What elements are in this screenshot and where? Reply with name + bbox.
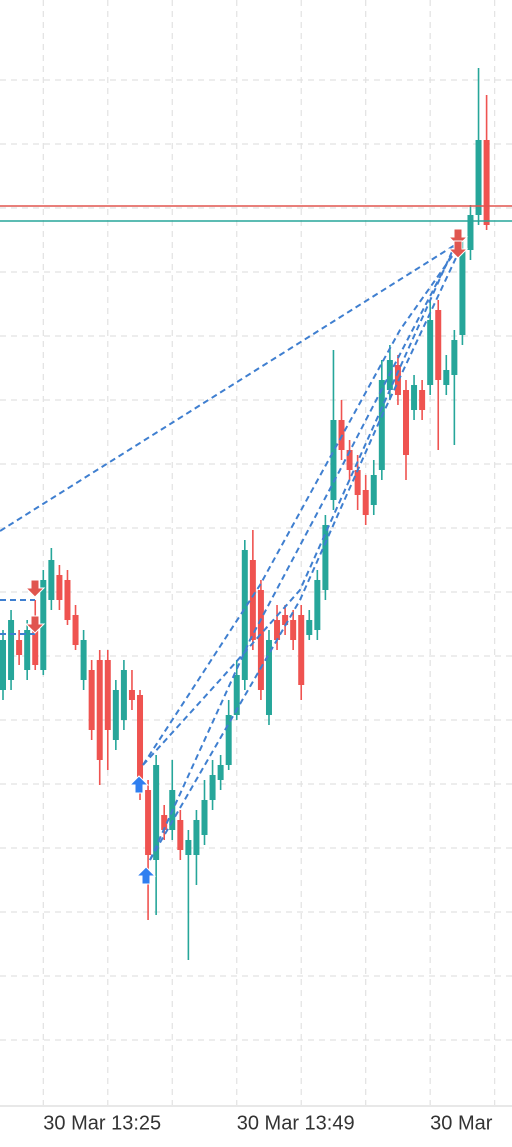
candle-body <box>8 620 15 680</box>
candle-body <box>112 690 119 740</box>
trade-line <box>0 244 456 532</box>
candle-body <box>80 640 87 680</box>
candle-body <box>451 340 458 375</box>
candle-body <box>137 695 144 790</box>
candle-body <box>233 675 240 715</box>
candle-body <box>419 390 426 410</box>
trade-line <box>142 244 461 766</box>
candle-body <box>161 815 168 830</box>
candle-body <box>298 615 305 685</box>
candle-body <box>32 620 39 665</box>
candle-body <box>314 580 321 630</box>
candle-body <box>411 385 418 410</box>
candle-body <box>249 560 256 640</box>
candle-body <box>241 550 248 680</box>
candle-body <box>0 640 6 690</box>
grid <box>0 0 512 1105</box>
candle-body <box>265 640 272 715</box>
candle-body <box>56 575 63 600</box>
candle-body <box>177 820 184 850</box>
candle-body <box>282 615 289 625</box>
candle-body <box>88 670 95 730</box>
sell-marker <box>447 240 469 259</box>
candle-body <box>475 140 482 215</box>
candle-body <box>257 590 264 690</box>
candle-body <box>24 630 31 670</box>
candle-body <box>443 370 450 385</box>
candle-body <box>217 765 224 780</box>
trade-line <box>149 247 456 861</box>
buy-marker <box>128 775 150 794</box>
trade-line <box>142 244 456 766</box>
candle-body <box>48 560 55 600</box>
candle-body <box>193 820 200 855</box>
candle-body <box>290 620 297 640</box>
candle-body <box>64 580 71 620</box>
sell-marker <box>24 579 46 598</box>
candle-body <box>435 310 442 380</box>
candle-body <box>274 620 281 640</box>
x-tick-label: 30 Mar 13:49 <box>237 1112 355 1134</box>
candle-body <box>72 615 79 645</box>
x-tick-label: 30 Mar <box>430 1112 493 1134</box>
candle-body <box>209 775 216 800</box>
candle-body <box>370 475 377 505</box>
trade-lines <box>0 244 463 861</box>
candle-body <box>483 140 490 225</box>
candles <box>0 68 490 960</box>
candle-body <box>467 215 474 250</box>
candle-body <box>427 320 434 385</box>
candle-body <box>362 490 369 515</box>
candle-body <box>120 670 127 720</box>
candle-body <box>403 390 409 455</box>
candle-body <box>354 470 361 495</box>
trade-markers <box>24 228 469 885</box>
candle-body <box>16 640 23 655</box>
sell-marker <box>24 615 46 634</box>
candle-body <box>104 660 111 730</box>
x-tick-label: 30 Mar 13:25 <box>43 1112 161 1134</box>
candle-body <box>96 660 103 760</box>
candle-body <box>225 715 232 765</box>
candle-body <box>145 790 152 855</box>
candle-body <box>201 800 208 835</box>
candle-body <box>322 525 329 590</box>
candle-body <box>346 450 353 470</box>
trade-line <box>149 244 463 861</box>
candle-body <box>330 420 337 500</box>
candle-body <box>128 690 135 700</box>
candle-body <box>185 840 192 855</box>
buy-marker <box>135 866 157 885</box>
candle-body <box>459 250 466 335</box>
candle-body <box>378 380 385 470</box>
candle-body <box>153 765 160 860</box>
candle-body <box>306 620 313 635</box>
